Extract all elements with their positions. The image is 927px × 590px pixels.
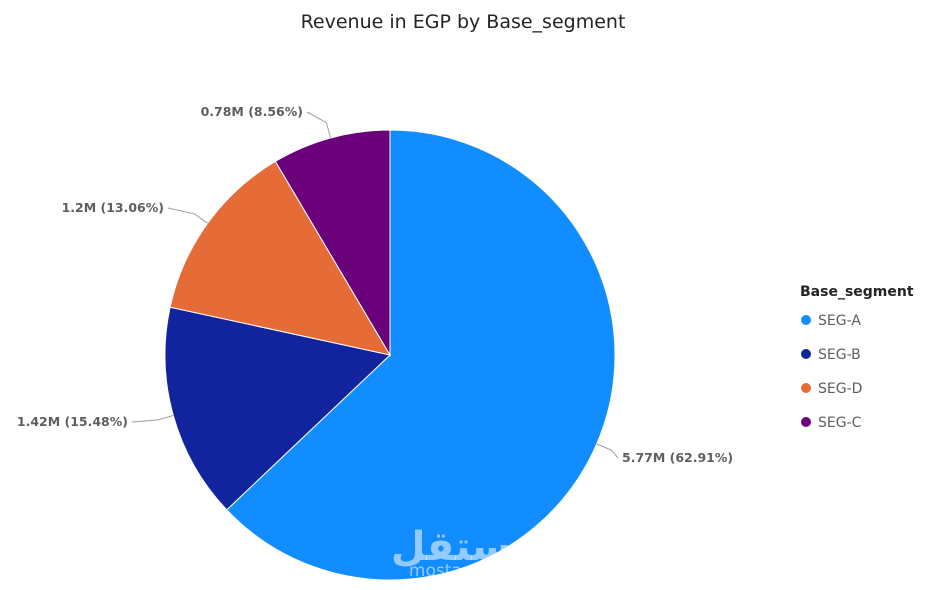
legend-item-seg-b[interactable]: SEG-B [801, 347, 861, 363]
watermark: مستقل mostaql.com [391, 524, 537, 581]
legend-marker-seg-a [801, 315, 811, 325]
legend-marker-seg-c [801, 417, 811, 427]
legend-item-seg-d[interactable]: SEG-D [801, 381, 862, 397]
leader-line-seg-d [167, 207, 208, 224]
data-label-seg-c: 0.78M (8.56%) [201, 104, 303, 119]
leader-line-seg-a [596, 443, 619, 459]
chart-title: Revenue in EGP by Base_segment [301, 11, 626, 33]
legend-label-seg-c: SEG-C [818, 415, 862, 431]
legend-item-seg-a[interactable]: SEG-A [801, 313, 861, 329]
data-labels: 5.77M (62.91%) 1.42M (15.48%) 1.2M (13.06%… [17, 104, 733, 465]
legend-label-seg-d: SEG-D [818, 381, 862, 397]
leader-line-seg-c [306, 111, 332, 139]
data-label-seg-d: 1.2M (13.06%) [62, 200, 164, 215]
legend-title: Base_segment [800, 284, 914, 300]
watermark-latin-text: mostaql.com [409, 561, 519, 581]
legend-label-seg-b: SEG-B [818, 347, 861, 363]
legend-marker-seg-b [801, 349, 811, 359]
data-label-seg-a: 5.77M (62.91%) [622, 450, 733, 465]
watermark-arabic-text: مستقل [391, 524, 537, 570]
pie-slice-seg-d[interactable] [169, 160, 392, 356]
data-label-seg-b: 1.42M (15.48%) [17, 414, 128, 429]
pie-slices [164, 129, 616, 581]
leader-line-seg-b [131, 415, 174, 423]
legend: Base_segment SEG-A SEG-B SEG-D SEG-C [800, 284, 914, 431]
legend-label-seg-a: SEG-A [818, 313, 861, 329]
pie-slice-seg-a[interactable] [226, 129, 616, 581]
legend-item-seg-c[interactable]: SEG-C [801, 415, 862, 431]
legend-marker-seg-d [801, 383, 811, 393]
